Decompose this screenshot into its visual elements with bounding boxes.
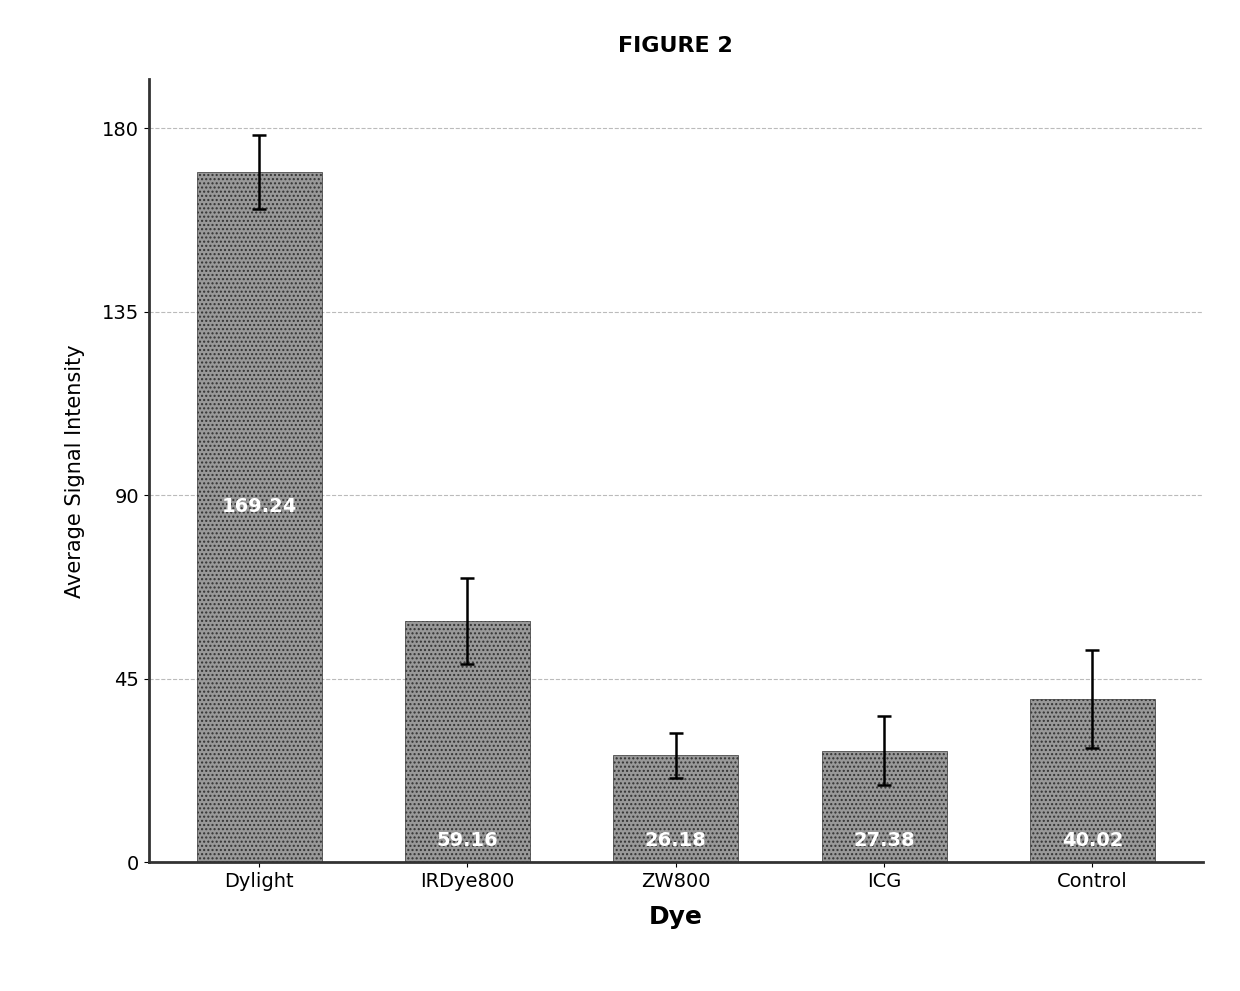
Bar <box>1030 699 1154 862</box>
Text: 26.18: 26.18 <box>645 830 707 850</box>
Bar <box>197 172 321 862</box>
Text: 59.16: 59.16 <box>436 830 498 850</box>
Bar <box>405 621 529 862</box>
Text: 27.38: 27.38 <box>853 830 915 850</box>
Y-axis label: Average Signal Intensity: Average Signal Intensity <box>66 344 86 598</box>
Title: FIGURE 2: FIGURE 2 <box>619 36 733 55</box>
Text: 40.02: 40.02 <box>1061 830 1123 850</box>
Bar <box>614 755 738 862</box>
Text: 169.24: 169.24 <box>222 496 296 515</box>
X-axis label: Dye: Dye <box>649 905 703 929</box>
Bar <box>822 750 946 862</box>
